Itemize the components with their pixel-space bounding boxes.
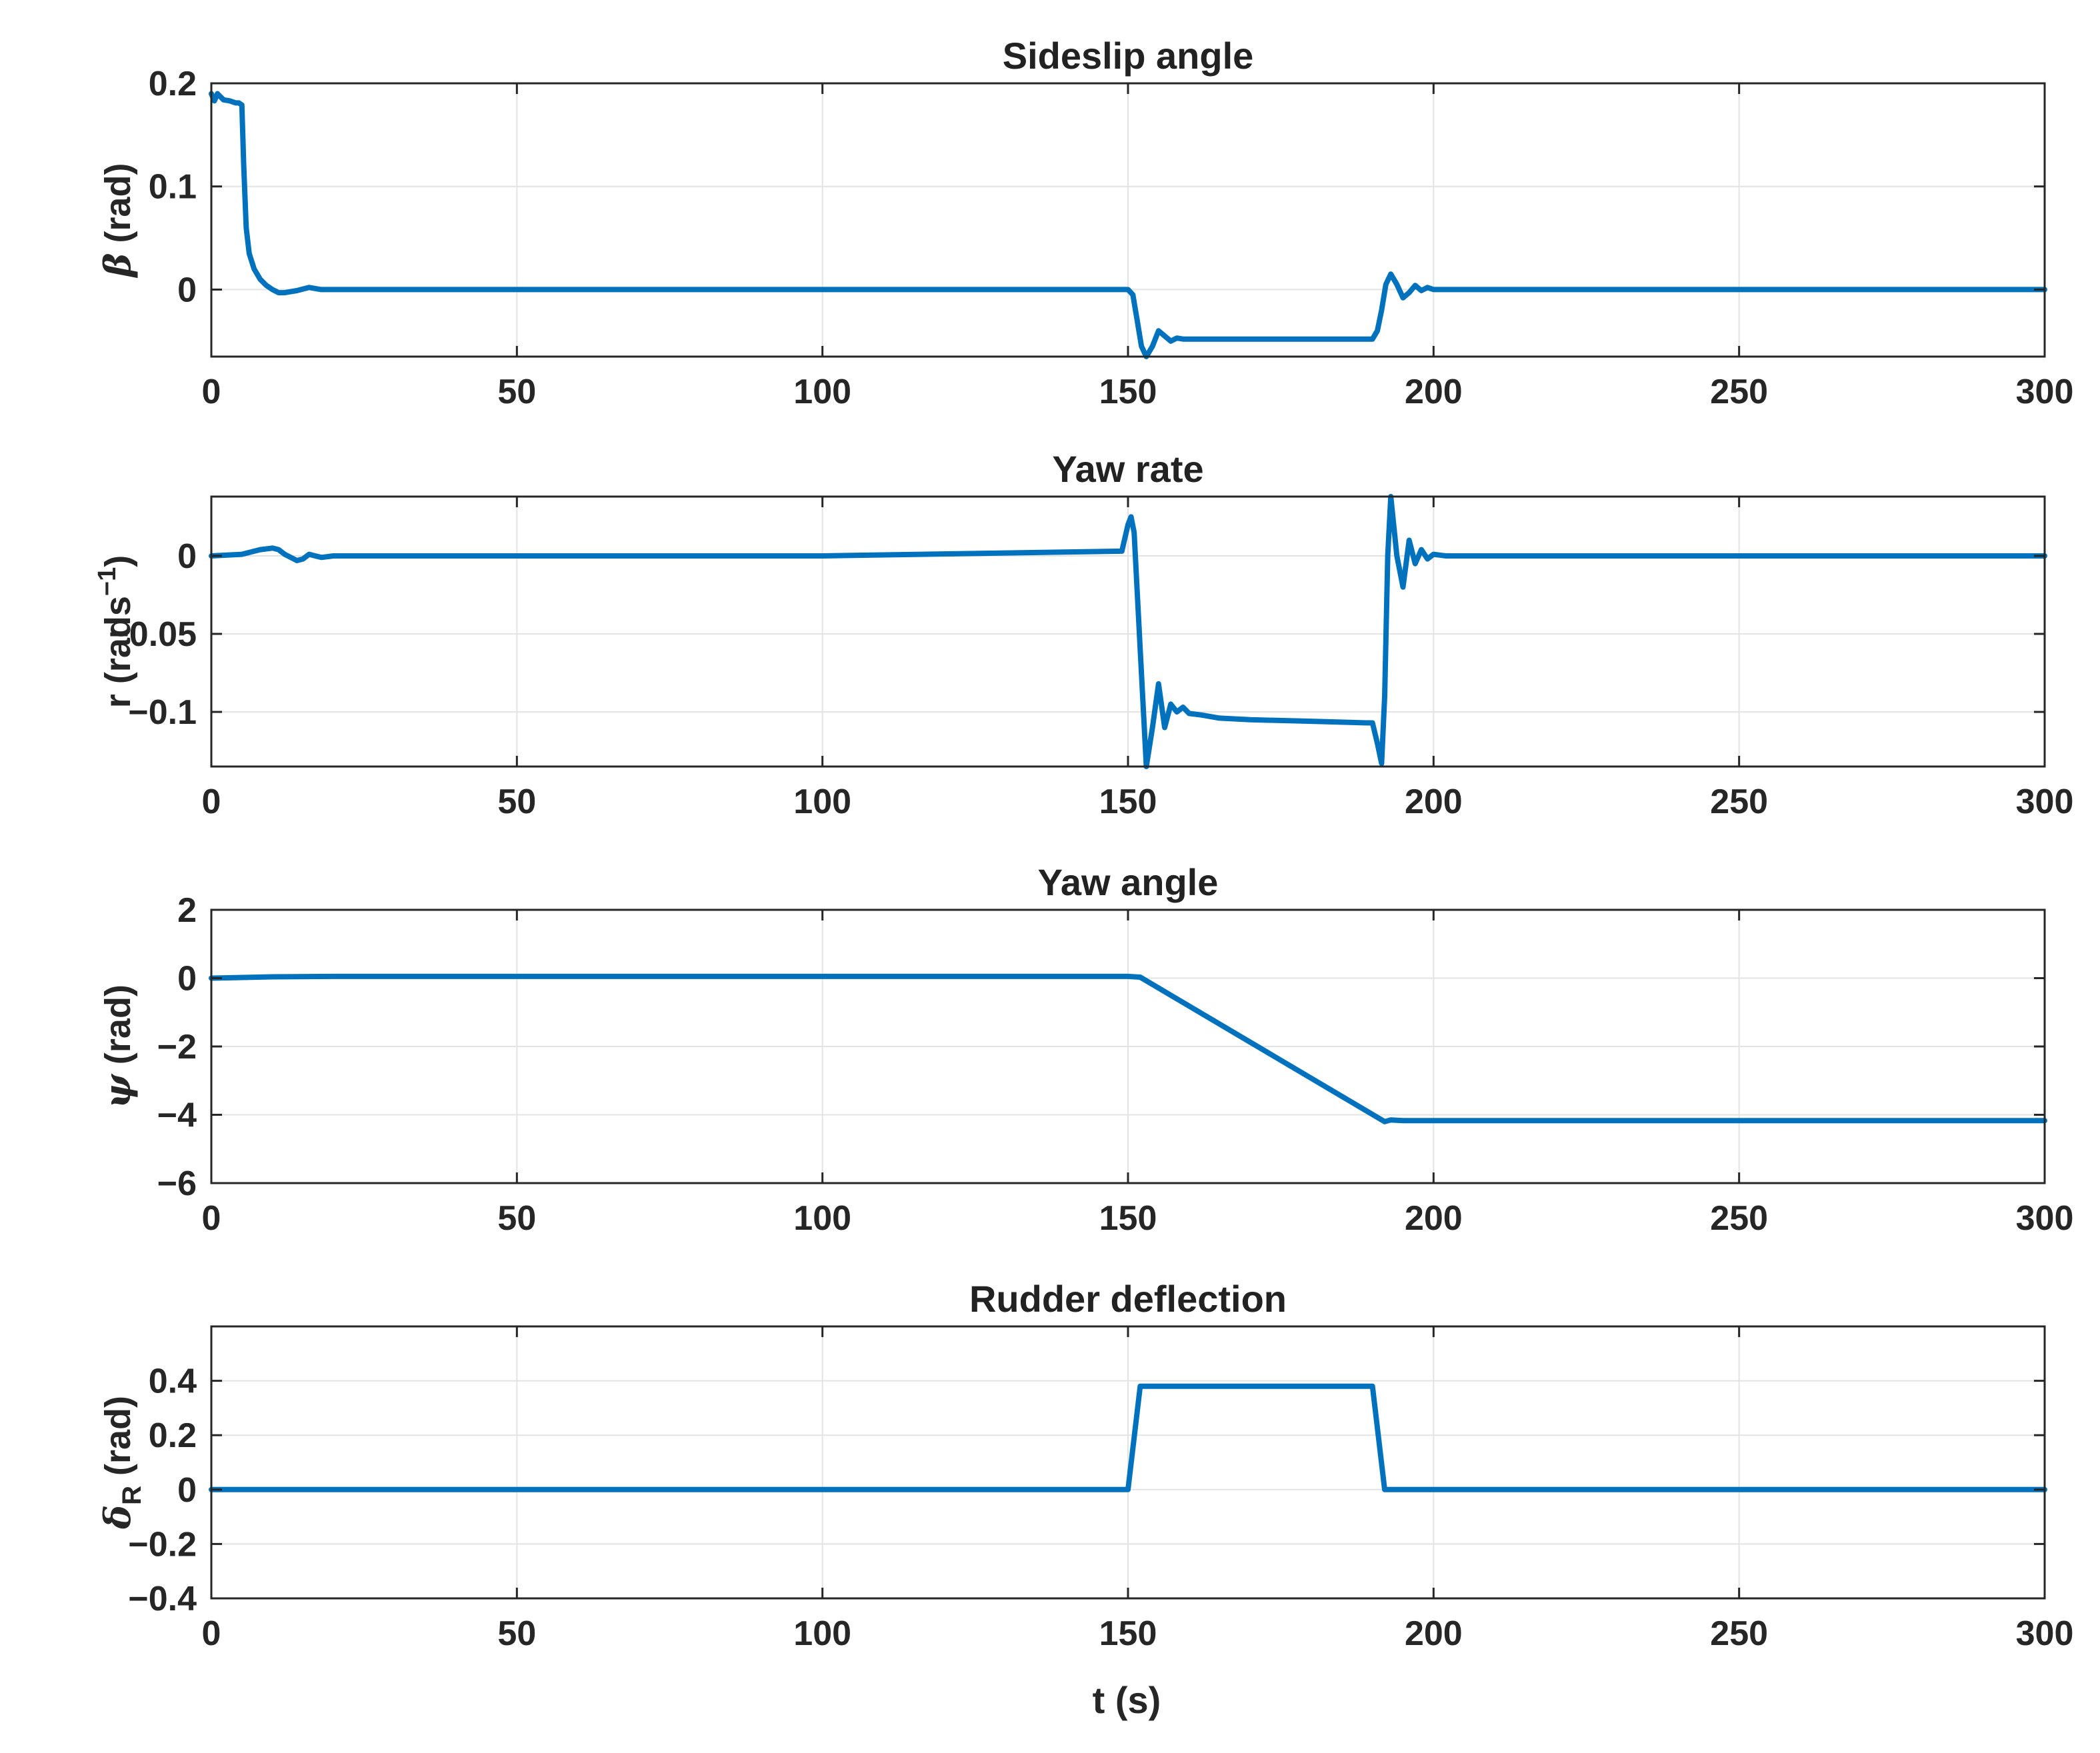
y-tick-label: 0.1	[149, 168, 197, 207]
y-tick-label: 0.4	[149, 1362, 197, 1401]
chart-title: Yaw angle	[1038, 861, 1219, 903]
y-axis-label: β (rad)	[96, 163, 139, 279]
x-tick-label: 50	[497, 373, 536, 411]
y-axis-label: ψ (rad)	[96, 984, 139, 1108]
y-tick-label: 0.2	[149, 65, 197, 103]
y-tick-label: −4	[157, 1096, 197, 1135]
x-tick-label: 250	[1710, 1614, 1768, 1653]
y-tick-label: −6	[157, 1164, 197, 1203]
series-line	[209, 973, 2047, 1124]
y-tick-label: 2	[177, 891, 197, 930]
x-tick-label: 200	[1405, 783, 1463, 821]
x-tick-label: 300	[2016, 783, 2074, 821]
y-axis-symbol: δ	[96, 1505, 139, 1530]
x-tick-label: 150	[1099, 783, 1157, 821]
y-axis-unit: (rad)	[98, 984, 138, 1074]
x-tick-label: 100	[793, 783, 851, 821]
y-tick-label: 0	[177, 960, 197, 998]
x-tick-label: 150	[1099, 1614, 1157, 1653]
y-axis-subscript: R	[117, 1486, 147, 1505]
x-tick-label: 100	[793, 1199, 851, 1238]
x-tick-label: 200	[1405, 373, 1463, 411]
x-axis-label: t (s)	[1093, 1679, 1161, 1721]
y-axis-superscript: −1	[93, 567, 121, 596]
y-axis-unit: r (rads	[98, 596, 138, 708]
x-tick-label: 300	[2016, 1199, 2074, 1238]
y-tick-label: 0	[177, 1471, 197, 1510]
y-tick-label: −0.2	[128, 1525, 197, 1564]
chart-title: Rudder deflection	[969, 1278, 1287, 1320]
panel-2: 0 50 100 150 200 250 300 −6 −4 −2 0 2 Yaw angle ψ (ra…	[96, 861, 2073, 1238]
y-tick-label: −2	[157, 1028, 197, 1066]
y-axis-unit: (rad)	[98, 1396, 138, 1486]
x-tick-label: 100	[793, 1614, 851, 1653]
x-tick-label: 200	[1405, 1199, 1463, 1238]
x-tick-label: 150	[1099, 1199, 1157, 1238]
y-tick-label: −0.05	[109, 615, 197, 654]
series-line	[209, 494, 2047, 769]
x-tick-label: 0	[202, 783, 221, 821]
x-tick-label: 0	[202, 373, 221, 411]
x-tick-label: 250	[1710, 1199, 1768, 1238]
y-tick-label: 0.2	[149, 1416, 197, 1455]
y-tick-label: −0.4	[128, 1580, 197, 1618]
x-tick-label: 0	[202, 1614, 221, 1653]
x-tick-label: 200	[1405, 1614, 1463, 1653]
x-tick-label: 300	[2016, 1614, 2074, 1653]
panel-3: 0 50 100 150 200 250 300 −0.4 −0.2 0 0.2 0.4 Rudder …	[96, 1278, 2073, 1653]
y-axis-symbol: β	[96, 253, 139, 279]
panel-1: 0 50 100 150 200 250 300 −0.1 −0.05 0 Yaw rate r (r…	[93, 448, 2073, 821]
y-axis-label: r (rads−1)	[93, 555, 138, 708]
x-tick-label: 100	[793, 373, 851, 411]
x-tick-label: 50	[497, 1199, 536, 1238]
x-tick-label: 250	[1710, 783, 1768, 821]
series-line	[209, 1383, 2047, 1492]
y-axis-label: δR (rad)	[96, 1396, 147, 1530]
chart-title: Sideslip angle	[1003, 35, 1254, 77]
x-tick-label: 250	[1710, 373, 1768, 411]
y-tick-label: −0.1	[128, 693, 197, 732]
y-axis-symbol: ψ	[96, 1073, 139, 1108]
x-tick-label: 50	[497, 1614, 536, 1653]
series-line	[209, 91, 2047, 359]
panel-0: 0 50 100 150 200 250 300 0 0.1 0.2 Sideslip angle β…	[96, 35, 2073, 411]
y-tick-label: 0	[177, 271, 197, 309]
x-tick-label: 300	[2016, 373, 2074, 411]
y-axis-unit: (rad)	[98, 163, 138, 253]
x-tick-label: 0	[202, 1199, 221, 1238]
x-tick-label: 150	[1099, 373, 1157, 411]
chart-title: Yaw rate	[1052, 448, 1203, 490]
y-tick-label: 0	[177, 537, 197, 576]
x-tick-label: 50	[497, 783, 536, 821]
y-axis-unit-close: )	[98, 555, 138, 567]
